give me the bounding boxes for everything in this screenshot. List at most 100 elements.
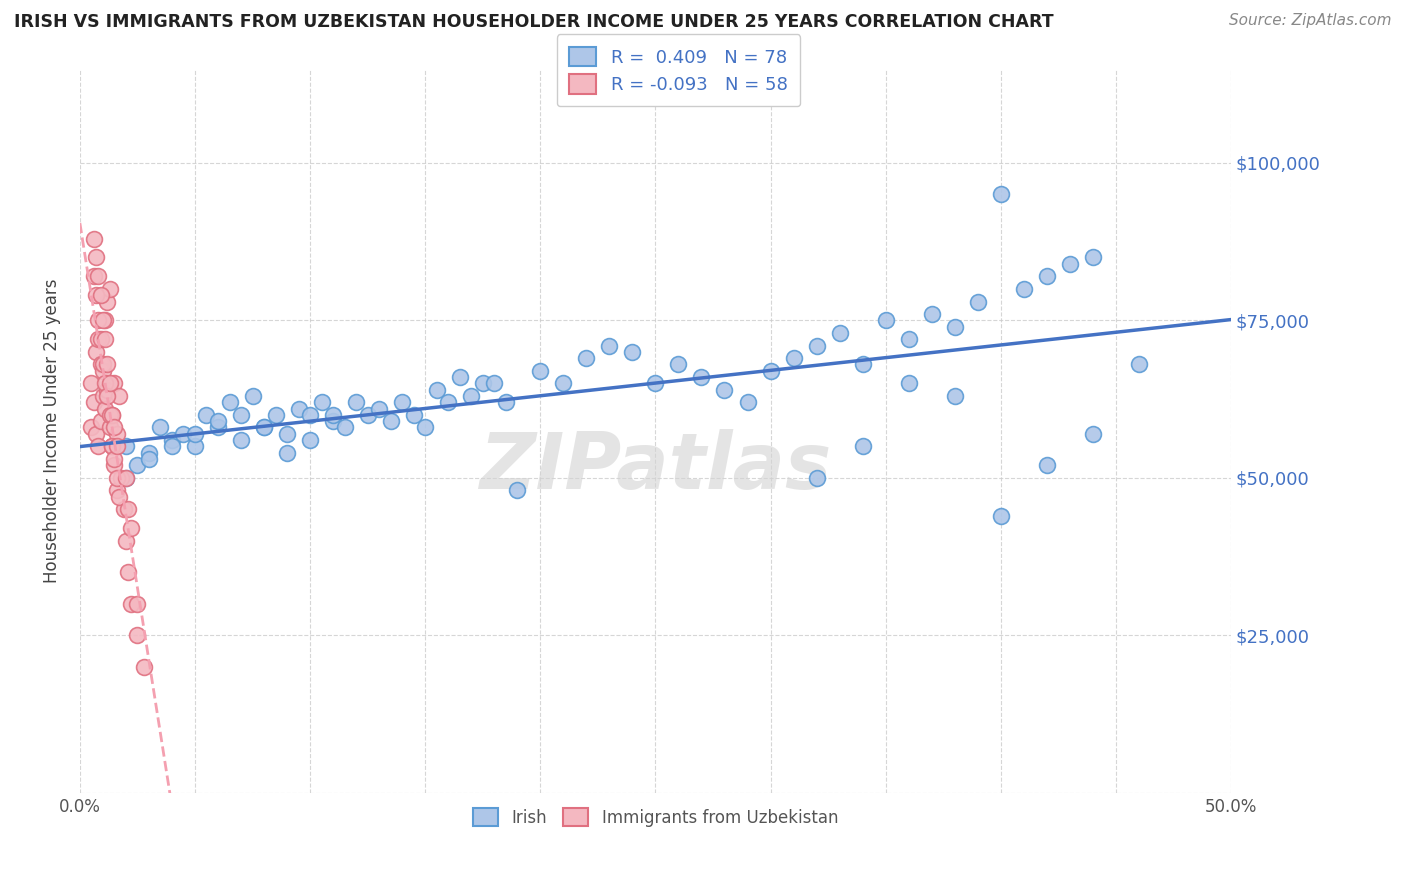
Point [529,364,551,378]
Point [83,269,105,284]
Point [921,307,943,321]
Point [668,358,690,372]
Point [852,358,875,372]
Point [713,383,735,397]
Point [115,439,138,453]
Point [94,332,117,346]
Point [96,294,118,309]
Point [87,332,110,346]
Point [96,383,118,397]
Point [1081,251,1104,265]
Point [87,313,110,327]
Y-axis label: Householder Income Under 25 years: Householder Income Under 25 years [44,278,60,582]
Point [90,332,112,346]
Point [852,439,875,453]
Point [91,389,114,403]
Point [598,338,620,352]
Point [115,471,138,485]
Legend: Irish, Immigrants from Uzbekistan: Irish, Immigrants from Uzbekistan [464,799,846,835]
Point [575,351,598,366]
Point [402,408,425,422]
Point [897,332,920,346]
Point [101,408,124,422]
Point [380,414,402,428]
Point [207,420,229,434]
Point [80,376,103,391]
Point [806,338,828,352]
Point [644,376,666,391]
Point [84,288,107,302]
Point [160,439,183,453]
Point [103,451,125,466]
Point [105,471,128,485]
Point [460,389,482,403]
Point [253,420,276,434]
Point [322,408,344,422]
Point [172,426,194,441]
Point [90,288,112,302]
Point [84,426,107,441]
Point [184,426,207,441]
Point [87,269,110,284]
Point [101,408,124,422]
Point [105,426,128,441]
Point [94,313,117,327]
Point [101,439,124,453]
Point [120,521,142,535]
Point [80,420,103,434]
Point [966,294,988,309]
Point [160,433,183,447]
Text: IRISH VS IMMIGRANTS FROM UZBEKISTAN HOUSEHOLDER INCOME UNDER 25 YEARS CORRELATIO: IRISH VS IMMIGRANTS FROM UZBEKISTAN HOUS… [14,13,1053,31]
Point [94,401,117,416]
Point [737,395,759,409]
Point [138,451,160,466]
Point [495,395,517,409]
Point [98,282,121,296]
Point [98,376,121,391]
Point [101,439,124,453]
Point [1012,282,1035,296]
Point [149,420,172,434]
Point [84,344,107,359]
Point [117,566,139,580]
Point [90,358,112,372]
Point [87,439,110,453]
Point [1036,269,1059,284]
Point [311,395,333,409]
Point [1036,458,1059,473]
Point [828,326,851,340]
Point [98,420,121,434]
Point [875,313,897,327]
Point [287,401,309,416]
Point [1081,426,1104,441]
Point [553,376,575,391]
Point [333,420,356,434]
Point [218,395,240,409]
Point [299,433,322,447]
Point [897,376,920,391]
Point [264,408,287,422]
Point [120,597,142,611]
Point [806,471,828,485]
Text: ZIPatlas: ZIPatlas [479,429,831,505]
Point [108,389,131,403]
Point [83,395,105,409]
Point [368,401,391,416]
Point [471,376,494,391]
Point [84,251,107,265]
Point [105,439,128,453]
Point [96,358,118,372]
Point [437,395,460,409]
Point [103,376,125,391]
Point [242,389,264,403]
Point [276,426,298,441]
Point [127,628,149,642]
Point [426,383,449,397]
Point [759,364,782,378]
Point [103,420,125,434]
Point [115,471,138,485]
Point [134,659,156,673]
Point [253,420,276,434]
Point [127,458,149,473]
Point [449,370,471,384]
